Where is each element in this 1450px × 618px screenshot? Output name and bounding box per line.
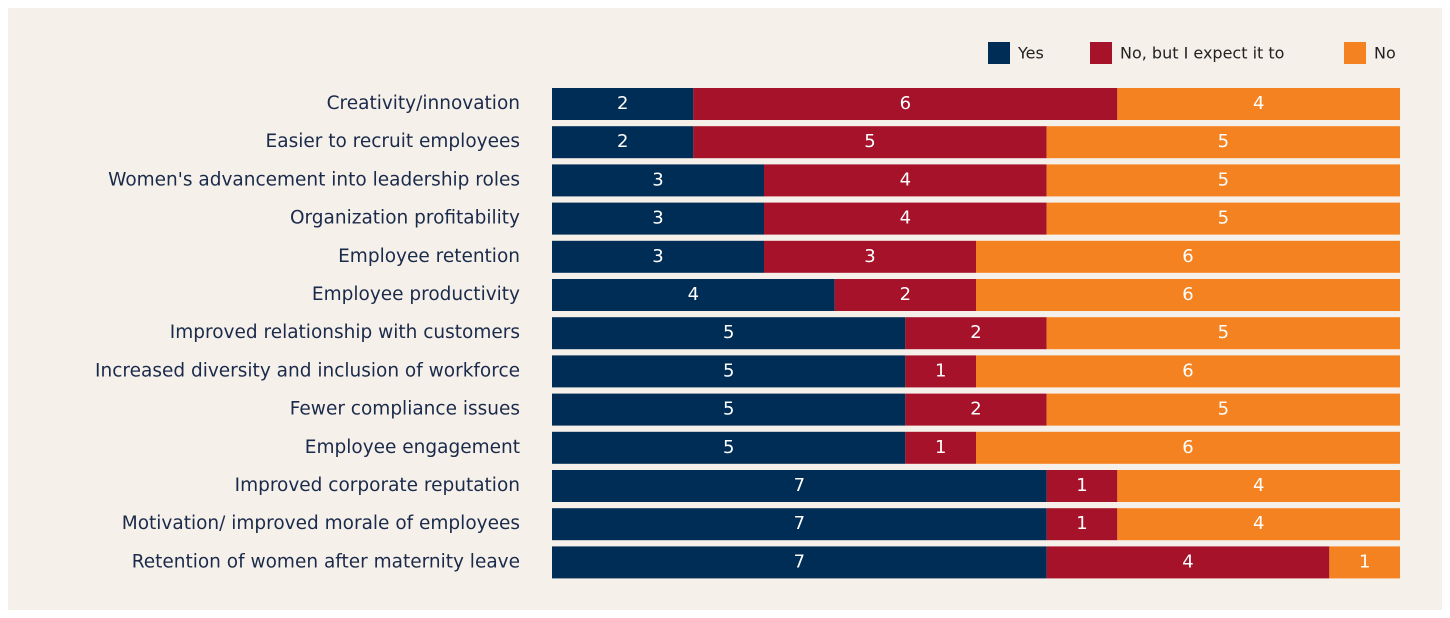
- y-tick-label: Organization profitability: [290, 208, 520, 229]
- bar-segment: [1046, 317, 1400, 350]
- data-label: 5: [723, 360, 734, 381]
- data-label: 4: [1182, 551, 1193, 572]
- data-label: 5: [1218, 131, 1229, 152]
- data-label: 3: [652, 246, 663, 267]
- bar-segment: [1046, 164, 1400, 197]
- bar-segment: [552, 393, 906, 426]
- data-label: 5: [1218, 169, 1229, 190]
- bar-segment: [905, 317, 1047, 350]
- data-label: 5: [723, 399, 734, 420]
- legend-swatch: [1090, 42, 1112, 64]
- data-label: 5: [723, 437, 734, 458]
- data-label: 1: [1076, 475, 1087, 496]
- bar-segment: [552, 317, 906, 350]
- bar-segment: [552, 431, 906, 464]
- data-label: 5: [864, 131, 875, 152]
- bar-segment: [1046, 508, 1118, 541]
- bar-segment: [976, 279, 1400, 311]
- data-label: 6: [1182, 360, 1193, 381]
- bar-segment: [764, 164, 1047, 197]
- data-label: 3: [864, 246, 875, 267]
- bar-segment: [552, 164, 764, 197]
- data-label: 6: [1182, 437, 1193, 458]
- data-label: 5: [1218, 399, 1229, 420]
- data-label: 6: [900, 93, 911, 114]
- data-label: 3: [652, 208, 663, 229]
- data-label: 3: [652, 169, 663, 190]
- bar-segment: [976, 240, 1400, 273]
- y-tick-label: Improved relationship with customers: [170, 322, 520, 343]
- bar-segment: [834, 279, 976, 311]
- bar-segment: [693, 126, 1047, 159]
- data-label: 2: [617, 93, 628, 114]
- bar-segment: [764, 202, 1047, 235]
- legend-label: Yes: [1017, 44, 1044, 63]
- data-label: 2: [970, 399, 981, 420]
- bar-segment: [552, 508, 1047, 541]
- y-tick-label: Women's advancement into leadership role…: [108, 169, 520, 190]
- bar-segment: [1046, 202, 1400, 235]
- data-label: 4: [1253, 513, 1264, 534]
- bar-segment: [1046, 470, 1118, 502]
- legend-swatch: [988, 42, 1010, 64]
- y-tick-label: Retention of women after maternity leave: [132, 551, 520, 572]
- y-tick-label: Employee engagement: [305, 437, 520, 458]
- y-tick-label: Improved corporate reputation: [235, 475, 520, 496]
- bar-segment: [905, 355, 976, 388]
- bar-segment: [905, 393, 1047, 426]
- bar-segment: [552, 355, 906, 388]
- bar-segment: [552, 240, 764, 273]
- data-label: 4: [900, 169, 911, 190]
- data-label: 2: [970, 322, 981, 343]
- data-label: 6: [1182, 246, 1193, 267]
- bar-segment: [552, 126, 694, 159]
- data-label: 1: [935, 360, 946, 381]
- data-label: 1: [1076, 513, 1087, 534]
- bar-segment: [1046, 546, 1330, 579]
- data-label: 4: [900, 208, 911, 229]
- y-tick-label: Easier to recruit employees: [266, 131, 520, 152]
- data-label: 6: [1182, 284, 1193, 305]
- data-label: 5: [1218, 208, 1229, 229]
- y-tick-label: Employee retention: [338, 246, 520, 267]
- data-label: 1: [1359, 551, 1370, 572]
- data-label: 4: [1253, 475, 1264, 496]
- bar-segment: [552, 279, 835, 311]
- bar-segment: [905, 431, 976, 464]
- bar-segment: [1329, 546, 1400, 579]
- bar-segment: [764, 240, 976, 273]
- legend-swatch: [1344, 42, 1366, 64]
- data-label: 2: [617, 131, 628, 152]
- data-label: 1: [935, 437, 946, 458]
- legend-label: No: [1374, 44, 1396, 63]
- data-label: 4: [1253, 93, 1264, 114]
- y-tick-label: Fewer compliance issues: [290, 399, 520, 420]
- bar-segment: [1117, 508, 1400, 541]
- data-label: 5: [1218, 322, 1229, 343]
- data-label: 7: [794, 513, 805, 534]
- bar-segment: [552, 470, 1047, 502]
- bar-segment: [1117, 470, 1400, 502]
- bar-segment: [552, 202, 764, 235]
- data-label: 7: [794, 475, 805, 496]
- bar-segment: [552, 88, 694, 120]
- bar-segment: [976, 431, 1400, 464]
- y-tick-label: Motivation/ improved morale of employees: [122, 513, 520, 534]
- bar-segment: [1046, 126, 1400, 159]
- bar-segment: [552, 546, 1047, 579]
- bar-segment: [976, 355, 1400, 388]
- bar-segment: [1046, 393, 1400, 426]
- y-tick-label: Increased diversity and inclusion of wor…: [95, 360, 520, 381]
- bar-segment: [693, 88, 1118, 120]
- y-tick-label: Employee productivity: [312, 284, 520, 305]
- legend-label: No, but I expect it to: [1120, 44, 1284, 63]
- data-label: 4: [688, 284, 699, 305]
- data-label: 7: [794, 551, 805, 572]
- data-label: 5: [723, 322, 734, 343]
- y-tick-label: Creativity/innovation: [327, 93, 520, 114]
- bar-segment: [1117, 88, 1400, 120]
- data-label: 2: [900, 284, 911, 305]
